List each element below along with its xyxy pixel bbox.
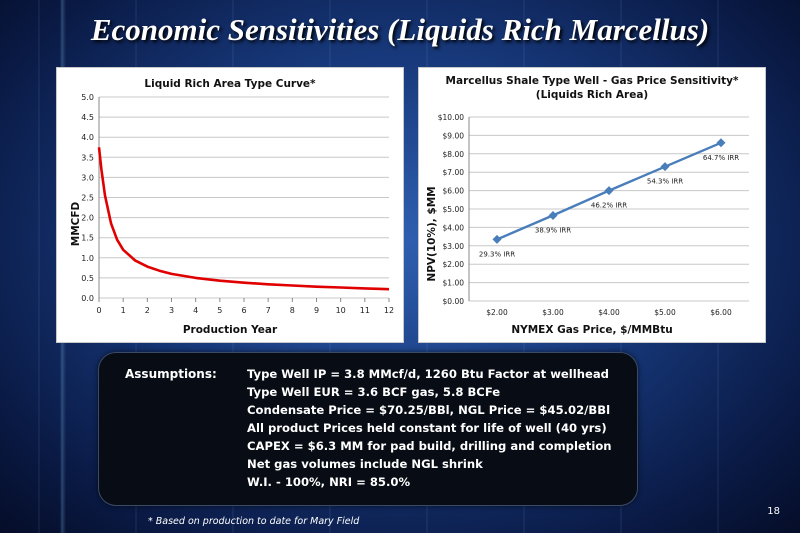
y-tick-label: $1.00 [443, 279, 465, 288]
assumptions-box: Assumptions: Type Well IP = 3.8 MMcf/d, … [98, 352, 638, 506]
x-tick-label: 8 [290, 306, 295, 315]
x-tick-label: 9 [314, 306, 319, 315]
y-tick-label: $4.00 [443, 223, 465, 232]
footnote: * Based on production to date for Mary F… [148, 516, 360, 527]
irr-data-label: 64.7% IRR [703, 154, 739, 162]
y-tick-label: 4.0 [81, 133, 94, 142]
type-curve-line [97, 147, 390, 291]
irr-data-label: 46.2% IRR [591, 202, 627, 210]
assumptions-label: Assumptions: [125, 367, 217, 381]
type-curve-plot: 0.00.51.01.52.02.53.03.54.04.55.00 1 2 3 4 5 6… [81, 93, 394, 315]
assumption-line: Type Well IP = 3.8 MMcf/d, 1260 Btu Fact… [247, 367, 609, 381]
y-axis-label: NPV(10%), $MM [426, 186, 438, 282]
assumption-line: Condensate Price = $70.25/BBl, NGL Price… [247, 403, 611, 417]
x-tick-label: 5 [217, 306, 222, 315]
chart-subtitle: (Liquids Rich Area) [535, 89, 649, 101]
y-tick-label: 3.5 [81, 153, 94, 162]
y-tick-label: 2.5 [81, 194, 94, 203]
data-point-marker [660, 162, 670, 172]
x-tick-label: 3 [169, 306, 174, 315]
x-tick-label: 10 [336, 306, 346, 315]
x-tick-label: $3.00 [542, 308, 564, 317]
x-tick-label: $4.00 [598, 308, 620, 317]
x-tick-label: 12 [384, 306, 394, 315]
y-tick-label: 2.0 [81, 214, 94, 223]
y-tick-label: 0.0 [81, 294, 94, 303]
y-tick-label: $9.00 [443, 131, 465, 140]
assumption-line: Net gas volumes include NGL shrink [247, 457, 483, 471]
y-tick-label: $5.00 [443, 205, 465, 214]
y-tick-label: $0.00 [443, 297, 465, 306]
irr-data-label: 54.3% IRR [647, 178, 683, 186]
chart-title: Marcellus Shale Type Well - Gas Price Se… [445, 75, 739, 87]
x-tick-label: 7 [266, 306, 271, 315]
assumption-line: CAPEX = $6.3 MM for pad build, drilling … [247, 439, 612, 453]
x-tick-label: $6.00 [710, 308, 732, 317]
y-tick-label: 3.0 [81, 173, 94, 182]
slide-title: Economic Sensitivities (Liquids Rich Mar… [90, 12, 710, 47]
x-axis-label: Production Year [182, 324, 278, 336]
y-tick-label: $6.00 [443, 187, 465, 196]
x-tick-label: 6 [241, 306, 246, 315]
page-number: 18 [767, 506, 780, 517]
y-tick-label: 0.5 [81, 274, 94, 283]
y-tick-label: $2.00 [443, 260, 465, 269]
y-tick-label: $7.00 [443, 168, 465, 177]
x-tick-label: $2.00 [486, 308, 508, 317]
y-tick-label: 4.5 [81, 113, 94, 122]
y-tick-label: 5.0 [81, 93, 94, 102]
data-point-marker [492, 234, 502, 244]
x-tick-label: 2 [145, 306, 150, 315]
y-tick-label: $10.00 [438, 113, 464, 122]
sensitivity-plot: $0.00 $1.00 $2.00 $3.00 $4.00 $5.00 $6.00 $7.00… [438, 113, 749, 317]
x-tick-label: 4 [193, 306, 198, 315]
x-tick-label: 1 [121, 306, 126, 315]
y-tick-label: $3.00 [443, 242, 465, 251]
assumption-line: W.I. - 100%, NRI = 85.0% [247, 475, 411, 489]
x-tick-label: 11 [360, 306, 370, 315]
chart-title: Liquid Rich Area Type Curve* [144, 78, 316, 90]
gas-price-sensitivity-chart: Marcellus Shale Type Well - Gas Price Se… [418, 67, 766, 343]
y-tick-label: $8.00 [443, 150, 465, 159]
irr-data-label: 38.9% IRR [535, 226, 571, 234]
y-axis-label: MMCFD [70, 201, 82, 247]
type-curve-chart: Liquid Rich Area Type Curve* 0.0 0.5 1.0 1.… [56, 67, 404, 343]
y-tick-label: 1.5 [81, 234, 94, 243]
x-axis-label: NYMEX Gas Price, $/MMBtu [511, 324, 673, 336]
data-point-marker [548, 210, 558, 220]
data-point-marker [716, 138, 726, 148]
x-tick-label: 0 [96, 306, 101, 315]
irr-data-label: 29.3% IRR [479, 250, 515, 258]
assumption-line: All product Prices held constant for lif… [247, 421, 607, 435]
data-point-marker [604, 186, 614, 196]
x-tick-label: $5.00 [654, 308, 676, 317]
assumption-line: Type Well EUR = 3.6 BCF gas, 5.8 BCFe [247, 385, 501, 399]
y-tick-label: 1.0 [81, 254, 94, 263]
